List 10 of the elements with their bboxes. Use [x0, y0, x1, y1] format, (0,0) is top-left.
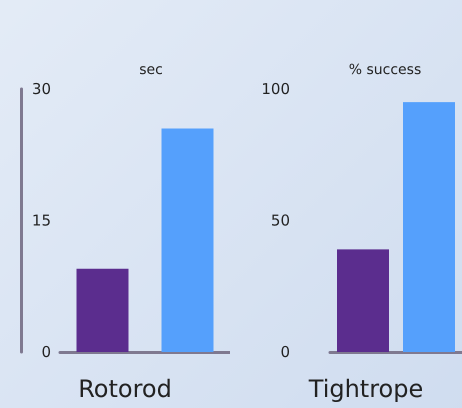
- x-axis-title: Rotorod: [78, 375, 172, 403]
- y-axis-title: % success: [348, 62, 422, 78]
- y-axis-title: sec: [139, 62, 163, 78]
- y-tick-label: 50: [270, 212, 290, 230]
- y-tick-label: 15: [32, 212, 51, 230]
- y-tick-label: 0: [41, 343, 51, 361]
- y-tick-label: 0: [280, 343, 290, 361]
- x-axis-title: Tightrope: [308, 375, 424, 403]
- y-tick-label: 100: [261, 80, 290, 98]
- y-tick-label: 30: [32, 80, 51, 98]
